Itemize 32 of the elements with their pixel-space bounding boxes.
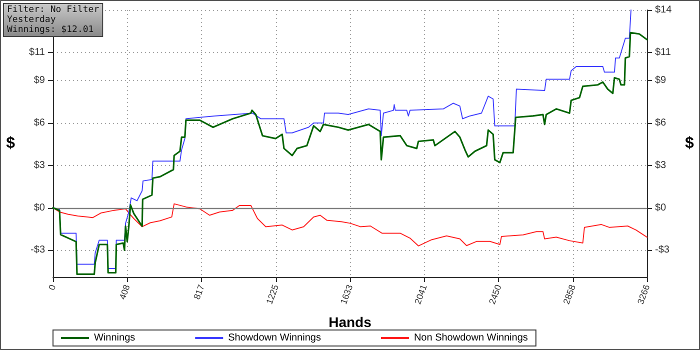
x-tick-label: 2041 (412, 283, 429, 306)
x-tick-label: 0 (46, 283, 58, 292)
x-tick-label: 1633 (338, 283, 355, 306)
x-tick-label: 817 (192, 283, 206, 301)
y-tick-label: $0 (34, 202, 46, 214)
annotation: Filter: No Filter (7, 5, 100, 15)
legend-label: Non Showdown Winnings (414, 332, 528, 344)
y-tick-label: $9 (34, 75, 46, 86)
x-tick-label: 2858 (561, 283, 578, 306)
y-axis-title: $ (6, 135, 16, 152)
x-tick-label: 3266 (635, 283, 652, 306)
y2-axis-title: $ (685, 135, 694, 152)
annotation: Yesterday (7, 15, 56, 25)
y-tick-label: $11 (29, 46, 46, 58)
annotation: Winnings: $12.01 (7, 25, 94, 35)
y2-tick-label: $0 (655, 202, 667, 214)
y2-tick-label: $3 (655, 160, 667, 171)
x-axis-title: Hands (328, 314, 372, 330)
y-tick-label: $3 (34, 160, 46, 171)
legend-label: Winnings (94, 332, 136, 344)
line-series (52, 203, 648, 246)
legend-label: Showdown Winnings (228, 332, 321, 344)
y2-tick-label: $6 (655, 118, 667, 129)
x-tick-label: 408 (117, 283, 132, 301)
x-tick-label: 1225 (264, 283, 280, 306)
y-tick-label: $6 (34, 118, 46, 129)
y2-tick-label: -$3 (655, 244, 670, 256)
y2-tick-label: $11 (655, 46, 672, 58)
x-tick-label: 2450 (487, 283, 504, 306)
y-tick-label: -$3 (30, 244, 46, 256)
y2-tick-label: $9 (655, 75, 667, 86)
y2-tick-label: $14 (655, 4, 672, 16)
